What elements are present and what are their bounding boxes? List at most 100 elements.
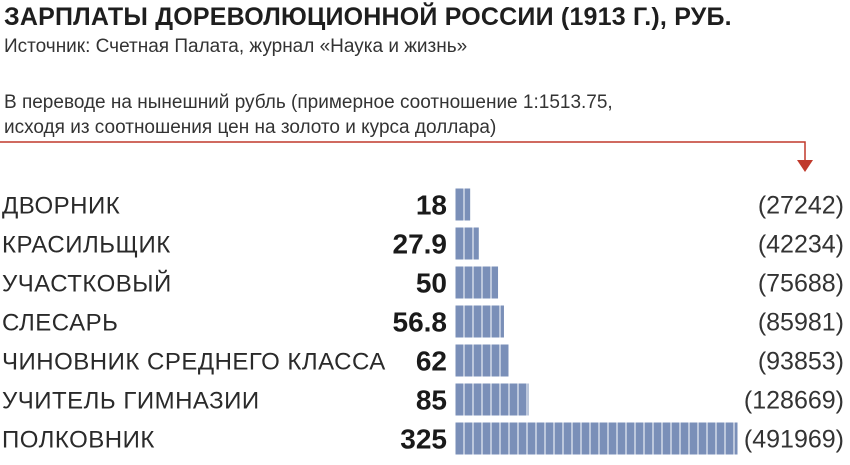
bar-row: ЧИНОВНИК СРЕДНЕГО КЛАССА 62 (93853): [2, 343, 844, 378]
bar-segment: [526, 382, 530, 417]
bar-segment: [490, 421, 501, 456]
bar-segment: [454, 226, 465, 261]
category-label: ПОЛКОВНИК: [2, 427, 155, 454]
bar-segment: [499, 304, 505, 339]
modern-value-label: (42234): [758, 231, 844, 259]
value-label: 18: [416, 190, 447, 221]
bar-segment: [454, 421, 465, 456]
bar-segment: [562, 421, 573, 456]
bar-segment: [490, 265, 500, 300]
leader-line: [0, 141, 806, 160]
chart-title: ЗАРПЛАТЫ ДОРЕВОЛЮЦИОННОЙ РОССИИ (1913 Г.…: [4, 3, 732, 31]
bar-segment: [634, 421, 645, 456]
modern-value-label: (85981): [758, 309, 844, 337]
leader-arrowhead: [797, 160, 813, 172]
conversion-note-line-2: исходя из соотношения цен на золото и ку…: [4, 117, 497, 138]
bar-segment: [508, 382, 519, 417]
bar-segment: [463, 304, 474, 339]
bar-segment: [472, 382, 483, 417]
leader-arrow: [0, 141, 813, 172]
bar: [454, 265, 500, 300]
category-label: ДВОРНИК: [2, 193, 120, 220]
bar-segment: [472, 421, 483, 456]
bar-segment: [535, 421, 546, 456]
bar-segment: [481, 265, 492, 300]
bar-segment: [508, 421, 519, 456]
bar-segment: [661, 421, 672, 456]
category-label: УЧАСТКОВЫЙ: [2, 270, 172, 298]
modern-value-label: (491969): [744, 426, 844, 454]
bar-segment: [526, 421, 537, 456]
bar-segment: [670, 421, 681, 456]
bar: [454, 343, 510, 378]
modern-value-label: (128669): [744, 387, 844, 415]
bar-segment: [607, 421, 618, 456]
bar-segment: [715, 421, 726, 456]
value-label: 62: [416, 346, 447, 377]
category-label: ЧИНОВНИК СРЕДНЕГО КЛАССА: [2, 349, 386, 376]
value-label: 27.9: [393, 229, 448, 260]
bar-segment: [688, 421, 699, 456]
bar-segment: [571, 421, 582, 456]
bar-segment: [481, 343, 492, 378]
bar-segment: [517, 421, 528, 456]
bar-row: ПОЛКОВНИК 325 (491969): [2, 421, 844, 456]
bar: [454, 421, 739, 456]
bar-segment: [463, 226, 474, 261]
bar-segment: [733, 421, 739, 456]
bar-segment: [490, 304, 501, 339]
bar-row: КРАСИЛЬЩИК 27.9 (42234): [2, 226, 844, 261]
bar-segment: [472, 265, 483, 300]
bar-segment: [454, 265, 465, 300]
bar-segment: [499, 421, 510, 456]
bar-segment: [625, 421, 636, 456]
bar-segment: [499, 343, 510, 378]
bar: [454, 304, 505, 339]
bar: [454, 226, 480, 261]
bar-segment: [454, 382, 465, 417]
bar-segment: [499, 382, 510, 417]
conversion-note: В переводе на нынешний рубль (примерное …: [4, 90, 613, 140]
bar-segment: [490, 343, 501, 378]
bar-segment: [463, 187, 472, 222]
conversion-note-line-1: В переводе на нынешний рубль (примерное …: [4, 92, 613, 113]
bar-segment: [544, 421, 555, 456]
bar-segment: [481, 421, 492, 456]
bar-segment: [697, 421, 708, 456]
bar-segment: [472, 226, 480, 261]
category-label: УЧИТЕЛЬ ГИМНАЗИИ: [2, 388, 260, 415]
bar-segment: [679, 421, 690, 456]
bar-segment: [463, 343, 474, 378]
bar-segment: [643, 421, 654, 456]
bar-segment: [481, 304, 492, 339]
bar-segment: [454, 187, 465, 222]
modern-value-label: (75688): [758, 270, 844, 298]
source-caption: Источник: Счетная Палата, журнал «Наука …: [4, 36, 468, 57]
bar-segment: [616, 421, 627, 456]
bar-row: УЧИТЕЛЬ ГИМНАЗИИ 85 (128669): [2, 382, 844, 417]
bar-segment: [652, 421, 663, 456]
category-label: СЛЕСАРЬ: [2, 310, 118, 337]
bar-segment: [580, 421, 591, 456]
bar-segment: [463, 265, 474, 300]
value-label: 50: [416, 268, 447, 299]
value-label: 85: [416, 385, 447, 416]
bar-segment: [481, 382, 492, 417]
bar-segment: [472, 343, 483, 378]
bar: [454, 187, 472, 222]
bar-segment: [490, 382, 501, 417]
bar-segment: [553, 421, 564, 456]
bar: [454, 382, 530, 417]
bar-segment: [706, 421, 717, 456]
bar-segment: [589, 421, 600, 456]
bar-row: УЧАСТКОВЫЙ 50 (75688): [2, 265, 844, 300]
chart-rows: ДВОРНИК 18 (27242) КРАСИЛЬЩИК 27.9 (42234) УЧА…: [2, 187, 844, 456]
bar-segment: [472, 304, 483, 339]
bar-segment: [463, 382, 474, 417]
bar-segment: [454, 343, 465, 378]
value-label: 56.8: [393, 307, 448, 338]
bar-segment: [724, 421, 735, 456]
category-label: КРАСИЛЬЩИК: [2, 232, 171, 259]
modern-value-label: (27242): [758, 192, 844, 220]
